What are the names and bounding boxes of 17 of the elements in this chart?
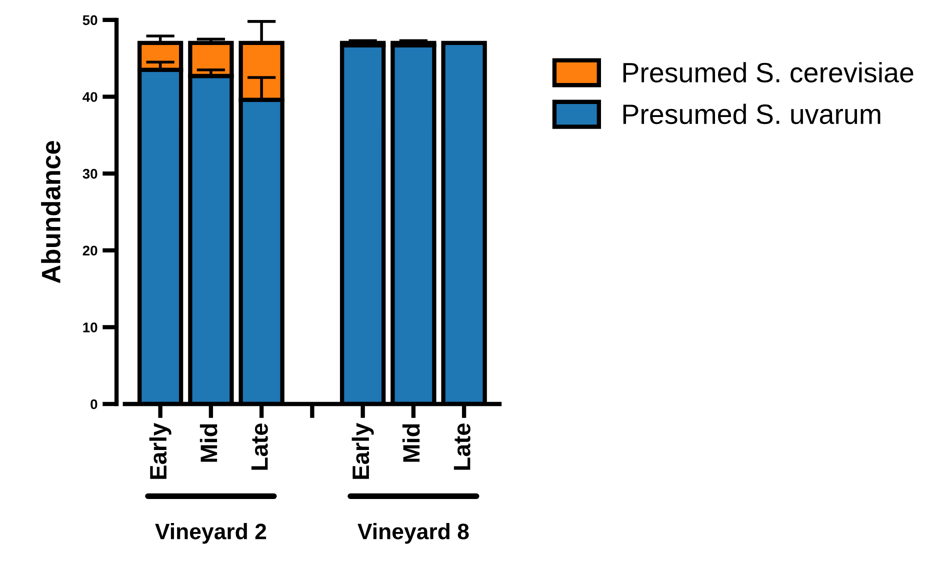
y-axis-title: Abundance xyxy=(41,141,60,284)
y-tick-label: 20 xyxy=(82,246,98,256)
y-tick-label: 30 xyxy=(82,168,98,179)
y-tick-label: 50 xyxy=(82,15,98,26)
y-tick-label: 0 xyxy=(90,399,98,410)
text: Vineyard 8 xyxy=(358,523,469,544)
y-tick-label: 10 xyxy=(83,322,98,332)
legend-label: Presumed S. uvarum xyxy=(623,104,880,124)
legend-label: Presumed S. cerevisiae xyxy=(623,62,914,82)
x-tick-label: Late xyxy=(454,424,470,470)
x-tick-label: Early xyxy=(352,422,374,479)
x-tick-label: Early xyxy=(149,422,172,479)
x-tick-label: Mid xyxy=(402,424,420,462)
text: Vineyard 2 xyxy=(155,523,266,544)
x-tick-label: Mid xyxy=(200,424,218,462)
y-tick-label: 40 xyxy=(82,92,98,102)
x-tick-label: Late xyxy=(251,424,268,470)
